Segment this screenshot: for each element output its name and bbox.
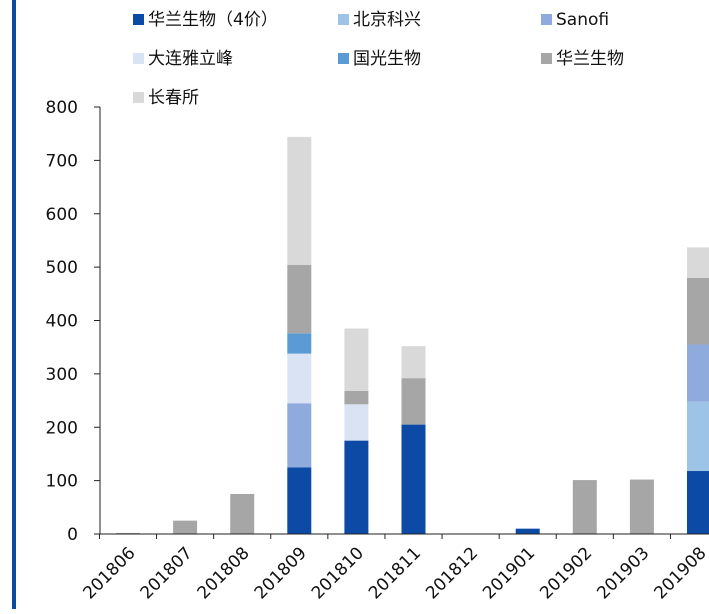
- legend-swatch-4: [338, 53, 349, 64]
- legend-swatch-6: [133, 92, 144, 103]
- bar-segment-201806-series-5: [116, 532, 140, 534]
- x-tick-label: 201811: [365, 543, 425, 603]
- bar-segment-201903-series-5: [629, 479, 654, 534]
- x-tick-label: 201808: [194, 543, 254, 603]
- bar-segment-201811-series-0: [401, 424, 426, 534]
- x-tick-label: 201809: [251, 543, 311, 603]
- legend-swatch-2: [541, 14, 552, 25]
- bar-segment-201809-series-6: [287, 136, 312, 265]
- legend-swatch-0: [133, 14, 144, 25]
- bar-segment-201908-series-2: [687, 344, 709, 402]
- bar-segment-201810-series-5: [344, 390, 369, 405]
- bar-segment-201810-series-6: [344, 328, 369, 391]
- legend-label-0: 华兰生物（4价）: [148, 10, 278, 30]
- bars: [116, 136, 709, 534]
- legend-swatch-5: [541, 53, 552, 64]
- bar-segment-201810-series-3: [344, 404, 369, 441]
- x-tick-label: 201806: [79, 543, 139, 603]
- bar-segment-201809-series-4: [287, 333, 312, 354]
- legend-swatch-1: [338, 14, 349, 25]
- bar-segment-201908-series-1: [687, 401, 709, 472]
- bar-segment-201908-series-0: [687, 471, 709, 534]
- y-tick-label: 500: [46, 258, 78, 278]
- bar-segment-201808-series-5: [230, 493, 255, 534]
- bar-segment-201809-series-2: [287, 403, 312, 468]
- x-tick-label: 201810: [308, 543, 368, 603]
- legend-label-4: 国光生物: [353, 49, 421, 69]
- bar-segment-201809-series-3: [287, 353, 312, 404]
- bar-segment-201809-series-0: [287, 467, 312, 534]
- y-tick-label: 400: [46, 312, 78, 332]
- x-tick-label: 201901: [479, 543, 539, 603]
- x-tick-label: 201908: [650, 543, 709, 603]
- x-tick-label: 201812: [422, 543, 482, 603]
- legend-swatch-3: [133, 53, 144, 64]
- left-border-rule: [12, 0, 16, 609]
- y-tick-label: 0: [67, 525, 78, 545]
- legend-label-1: 北京科兴: [353, 10, 421, 30]
- bar-segment-201811-series-6: [401, 346, 426, 379]
- bar-segment-201902-series-5: [572, 480, 597, 534]
- legend-label-5: 华兰生物: [556, 49, 624, 69]
- bar-segment-201811-series-5: [401, 378, 426, 425]
- x-tick-label: 201807: [137, 543, 197, 603]
- y-tick-label: 600: [46, 205, 78, 225]
- y-tick-label: 800: [46, 98, 78, 118]
- bar-segment-201807-series-5: [173, 520, 198, 534]
- y-tick-label: 200: [46, 418, 78, 438]
- legend-label-6: 长春所: [148, 88, 199, 108]
- bar-segment-201810-series-0: [344, 440, 369, 534]
- legend-label-3: 大连雅立峰: [148, 49, 233, 69]
- bar-segment-201908-series-5: [687, 277, 709, 345]
- x-axis: 2018062018072018082018092018102018112018…: [79, 533, 709, 603]
- y-tick-label: 100: [46, 472, 78, 492]
- bar-segment-201901-series-0: [515, 528, 540, 534]
- y-axis: 0 100 200 300 400 500 600 700 800: [46, 98, 101, 545]
- x-tick-label: 201903: [593, 543, 653, 603]
- bar-segment-201809-series-5: [287, 264, 312, 334]
- y-tick-label: 700: [46, 151, 78, 171]
- y-tick-label: 300: [46, 365, 78, 385]
- x-tick-label: 201902: [536, 543, 596, 603]
- legend-label-2: Sanofi: [556, 10, 609, 30]
- bar-segment-201908-series-6: [687, 247, 709, 278]
